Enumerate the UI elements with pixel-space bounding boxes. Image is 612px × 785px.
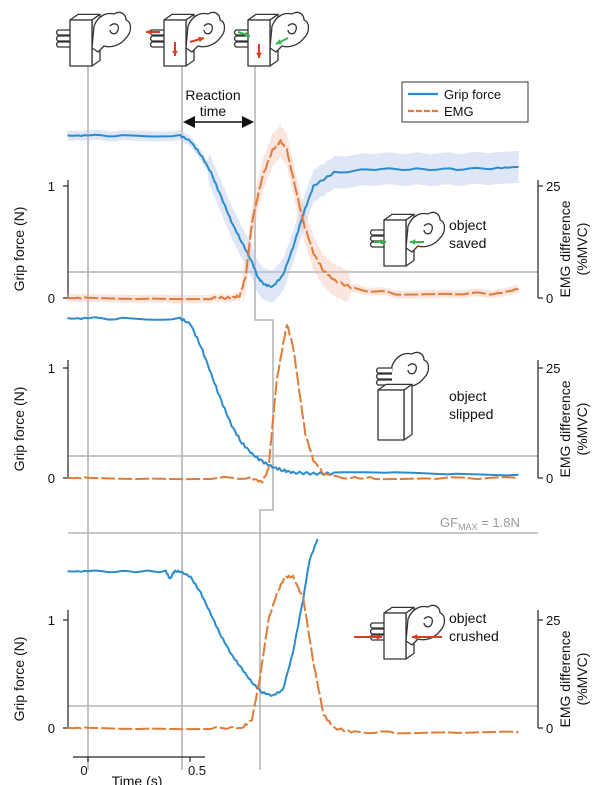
x-axis: 0 0.5 Time (s) [73, 756, 206, 785]
panel-slipped: 0 1 0 25 Grip force (N) EMG difference(%MVC) o… [11, 316, 590, 486]
grip-icon [369, 211, 446, 267]
reaction-label-line2: time [200, 103, 227, 119]
finger-icon [233, 41, 250, 48]
finger-icon [369, 235, 386, 242]
force-arrowhead-icon [256, 52, 262, 58]
force-arrowhead-icon [276, 39, 282, 45]
annotation-crushed-1: crushed [449, 628, 499, 644]
annotation-crushed-0: object [449, 610, 486, 626]
series-emg-slipped [67, 324, 519, 484]
top-icons [55, 11, 446, 660]
grip-icon [354, 604, 446, 660]
series-grip-force-saved [67, 133, 519, 289]
finger-icon [55, 41, 72, 48]
right-tick-label-saved-1: 25 [546, 179, 560, 194]
ylabel-right-slipped: EMG difference(%MVC) [557, 380, 590, 477]
right-tick-label-slipped-0: 0 [546, 471, 553, 486]
series-emg-crushed [67, 574, 519, 735]
right-tick-label-slipped-1: 25 [546, 361, 560, 376]
finger-icon [55, 35, 72, 42]
force-arrowhead-icon [410, 239, 416, 245]
finger-icon [375, 367, 392, 374]
reaction-time-annotation: Reaction time [183, 87, 254, 128]
force-arrowhead-icon [244, 31, 250, 38]
left-tick-label-crushed-0: 0 [48, 721, 55, 736]
right-tick-label-crushed-0: 0 [546, 721, 553, 736]
block-side-icon [403, 383, 413, 441]
block-front-icon [69, 19, 93, 67]
finger-icon [233, 35, 250, 42]
grip-icon [146, 11, 226, 67]
annotation-slipped-1: slipped [449, 406, 493, 422]
left-tick-label-saved-1: 1 [48, 179, 55, 194]
series-emg-saved [67, 139, 519, 301]
finger-icon [369, 229, 386, 236]
grip-icon [233, 11, 310, 67]
legend-grip-force: Grip force [444, 87, 501, 102]
force-arrowhead-icon [380, 239, 386, 245]
force-arrowhead-icon [172, 50, 178, 56]
hand-thumb-icon [109, 23, 120, 35]
block-front-icon [247, 19, 271, 67]
finger-icon [149, 35, 166, 42]
block-front-icon [383, 612, 407, 660]
gfmax-label: GFMAX = 1.8N [440, 515, 520, 532]
ylabel-left-slipped: Grip force (N) [11, 387, 27, 472]
hand-thumb-icon [423, 616, 434, 628]
finger-icon [149, 41, 166, 48]
slip-icon [375, 351, 430, 441]
force-arrowhead-icon [198, 36, 204, 43]
annotation-saved-0: object [449, 217, 486, 233]
left-tick-label-slipped-0: 0 [48, 471, 55, 486]
x-tick-0.5: 0.5 [188, 763, 206, 778]
block-front-icon [383, 219, 407, 267]
left-tick-label-crushed-1: 1 [48, 613, 55, 628]
hand-thumb-icon [203, 23, 214, 35]
series-grip-force-crushed [67, 538, 319, 697]
finger-icon [369, 622, 386, 629]
force-arrowhead-icon [412, 634, 418, 640]
right-tick-label-crushed-1: 25 [546, 613, 560, 628]
finger-icon [375, 373, 392, 380]
x-axis-label: Time (s) [112, 773, 163, 785]
hand-thumb-icon [423, 223, 434, 235]
panel-crushed: 0 1 0 25 Grip force (N) EMG difference(%MVC) o… [11, 532, 590, 736]
ylabel-right-saved: EMG difference(%MVC) [557, 200, 590, 297]
force-arrowhead-icon [146, 29, 152, 35]
ylabel-left-saved: Grip force (N) [11, 207, 27, 292]
ylabel-right-crushed: EMG difference(%MVC) [557, 630, 590, 727]
annotation-slipped-0: object [449, 388, 486, 404]
annotation-saved-1: saved [449, 235, 486, 251]
x-tick-0: 0 [80, 763, 87, 778]
grip-force-band [67, 129, 519, 304]
timing-markers [87, 60, 274, 770]
hand-thumb-icon [407, 363, 418, 375]
emg-band [67, 124, 519, 304]
reaction-label-line1: Reaction [185, 87, 240, 103]
legend: Grip force EMG [401, 81, 529, 123]
left-tick-label-slipped-1: 1 [48, 361, 55, 376]
right-tick-label-saved-0: 0 [546, 291, 553, 306]
finger-icon [369, 628, 386, 635]
block-front-icon [377, 389, 405, 441]
grip-icon [55, 11, 132, 67]
force-arrowhead-icon [376, 634, 382, 640]
legend-emg: EMG [444, 104, 474, 119]
hand-thumb-icon [287, 23, 298, 35]
panel-saved: 0 1 0 25 Grip force (N) EMG difference(%MVC) o… [11, 124, 590, 306]
left-tick-label-saved-0: 0 [48, 291, 55, 306]
finger-icon [55, 29, 72, 36]
ylabel-left-crushed: Grip force (N) [11, 637, 27, 722]
